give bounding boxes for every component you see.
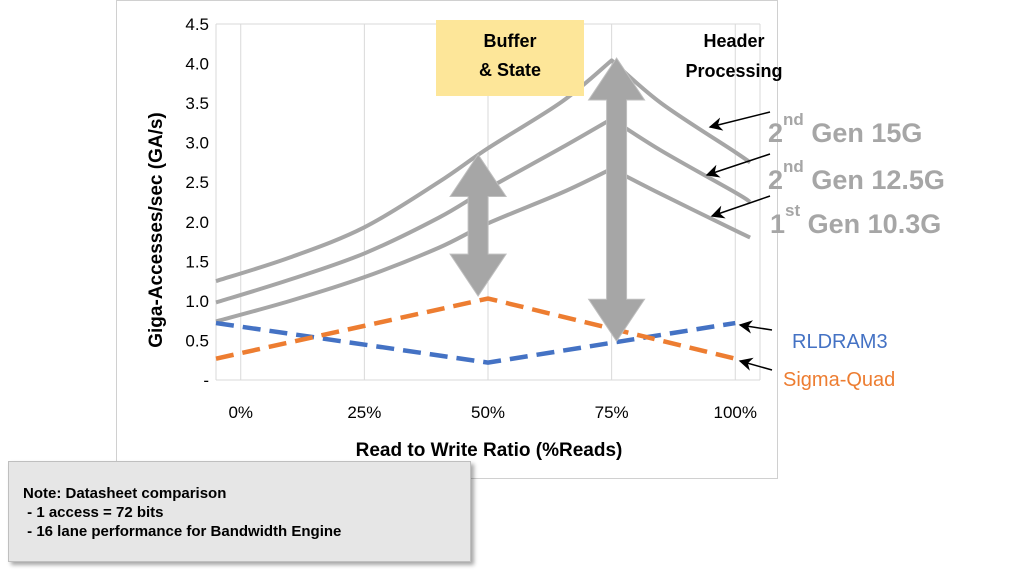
label-pointers	[705, 111, 773, 371]
y-tick-label: 0.5	[185, 331, 209, 350]
buffer-label: Buffer	[483, 31, 537, 51]
memory-labels: RLDRAM3 Sigma-Quad	[783, 331, 895, 391]
x-tick-label: 0%	[228, 403, 253, 422]
pointer-gen1-103g	[710, 195, 771, 219]
series-gen1_103g	[215, 166, 751, 324]
series-lines	[215, 58, 752, 365]
series-rldram3	[215, 320, 736, 365]
double-arrows	[449, 57, 646, 343]
y-axis-ticks: - 0.5 1.0 1.5 2.0 2.5 3.0 3.5 4.0 4.5	[185, 15, 209, 390]
buffer-double-arrow	[449, 153, 508, 298]
series-sigma_quad	[215, 296, 736, 361]
y-axis-title: Giga-Accesses/sec (GA/s)	[146, 112, 167, 348]
generation-labels: 2nd Gen 15G 2nd Gen 12.5G 1st Gen 10.3G	[768, 110, 945, 239]
pointer-rldram3	[738, 320, 773, 334]
pointer-gen2-15g	[708, 111, 771, 131]
y-tick-label: 3.5	[185, 94, 209, 113]
y-tick-label: 3.0	[185, 134, 209, 153]
gen-label-gen1_103g: 1st Gen 10.3G	[770, 201, 941, 239]
gen-label-gen2_125g: 2nd Gen 12.5G	[768, 157, 945, 195]
header-double-arrow	[587, 57, 646, 343]
pointer-sigma-quad	[738, 357, 773, 371]
y-tick-label: 2.0	[185, 213, 209, 232]
note-box: Note: Datasheet comparison - 1 access = …	[8, 461, 471, 562]
x-axis-title: Read to Write Ratio (%Reads)	[356, 440, 623, 461]
y-tick-label: 1.5	[185, 252, 209, 271]
series-gen2_125g	[215, 116, 752, 305]
buffer-state-callout: Buffer & State	[436, 20, 584, 96]
x-axis-ticks: 0% 25% 50% 75% 100%	[228, 403, 757, 422]
header-label: Header	[703, 31, 765, 51]
y-tick-label: 1.0	[185, 292, 209, 311]
x-tick-label: 100%	[714, 403, 757, 422]
note-title: Note: Datasheet comparison	[23, 485, 227, 502]
y-tick-label: 2.5	[185, 173, 209, 192]
x-tick-label: 75%	[595, 403, 629, 422]
series-gen2_15g	[215, 58, 752, 284]
y-tick-label: -	[203, 371, 209, 390]
x-tick-label: 25%	[347, 403, 381, 422]
state-label: & State	[478, 60, 541, 80]
gen-label-gen2_15g: 2nd Gen 15G	[768, 110, 922, 148]
processing-label: Processing	[685, 61, 783, 81]
note-line-2: - 16 lane performance for Bandwidth Engi…	[23, 523, 342, 540]
pointer-gen2-125g	[705, 153, 771, 178]
sigma-quad-label: Sigma-Quad	[783, 369, 895, 391]
y-tick-label: 4.0	[185, 55, 209, 74]
note-line-1: - 1 access = 72 bits	[23, 504, 164, 521]
x-tick-label: 50%	[471, 403, 505, 422]
rldram3-label: RLDRAM3	[792, 331, 888, 353]
header-processing-label: Header Processing	[666, 26, 802, 86]
y-tick-label: 4.5	[185, 15, 209, 34]
